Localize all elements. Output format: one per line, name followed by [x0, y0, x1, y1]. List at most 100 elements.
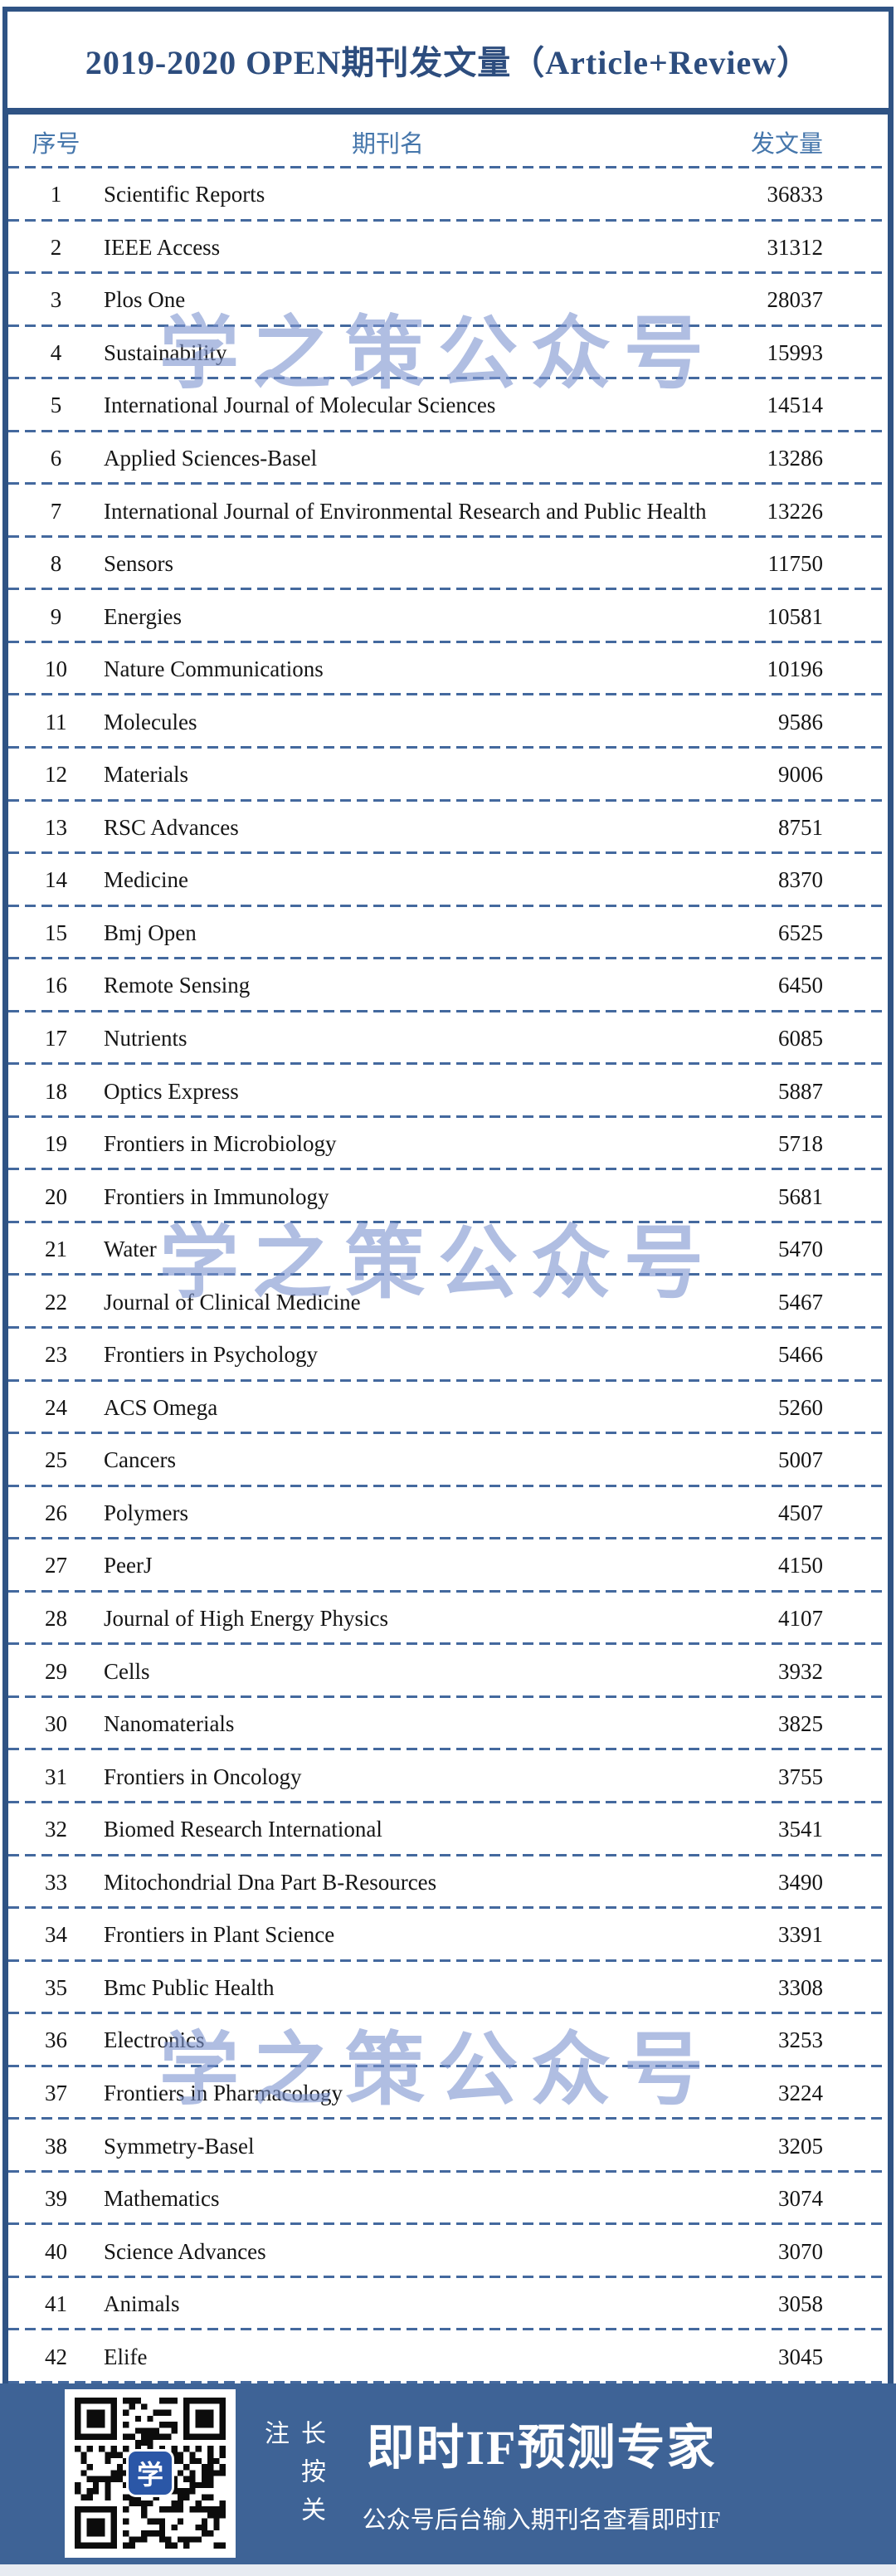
rank-cell: 11 [45, 709, 67, 734]
journal-name-cell: Energies [104, 603, 182, 629]
count-cell: 3308 [778, 1974, 823, 2000]
table-body: 1 Scientific Reports 36833 2 IEEE Access… [8, 168, 888, 2383]
count-cell: 3205 [778, 2133, 823, 2159]
table-header-row: 序号 期刊名 发文量 [8, 115, 888, 168]
rank-cell: 3 [50, 287, 62, 313]
press-to-follow-label: 长按关注 [261, 2419, 324, 2535]
count-cell: 5260 [778, 1394, 823, 1420]
count-cell: 5681 [778, 1183, 823, 1209]
count-cell: 3045 [778, 2344, 823, 2369]
rank-cell: 13 [45, 814, 67, 840]
table-row: 34 Frontiers in Plant Science 3391 [8, 1909, 888, 1962]
journal-name-cell: Elife [104, 2344, 148, 2369]
table-row: 30 Nanomaterials 3825 [8, 1698, 888, 1751]
count-cell: 4507 [778, 1500, 823, 1525]
table-row: 13 RSC Advances 8751 [8, 802, 888, 855]
journal-name-cell: Medicine [104, 867, 188, 893]
journal-name-cell: Journal of High Energy Physics [104, 1606, 388, 1632]
rank-cell: 2 [50, 234, 62, 260]
rank-cell: 40 [45, 2238, 67, 2264]
count-cell: 3253 [778, 2027, 823, 2053]
count-cell: 6450 [778, 973, 823, 998]
count-cell: 5466 [778, 1342, 823, 1368]
bottom-margin-strip [0, 2564, 896, 2576]
table-row: 27 PeerJ 4150 [8, 1539, 888, 1593]
count-cell: 4150 [778, 1553, 823, 1578]
journal-name-cell: Applied Sciences-Basel [104, 446, 318, 471]
count-cell: 3058 [778, 2291, 823, 2317]
journal-name-cell: Mitochondrial Dna Part B-Resources [104, 1869, 437, 1895]
journal-name-cell: Science Advances [104, 2238, 266, 2264]
rank-cell: 25 [45, 1447, 67, 1473]
journal-name-cell: Materials [104, 762, 188, 788]
count-cell: 31312 [767, 234, 824, 260]
table-row: 2 IEEE Access 31312 [8, 222, 888, 275]
rank-cell: 29 [45, 1658, 67, 1684]
rank-cell: 12 [45, 762, 67, 788]
qr-center-logo: 学 [126, 2449, 174, 2498]
rank-cell: 19 [45, 1131, 67, 1157]
count-cell: 9586 [778, 709, 823, 734]
table-row: 15 Bmj Open 6525 [8, 907, 888, 960]
journal-name-cell: Biomed Research International [104, 1817, 382, 1842]
column-header-count: 发文量 [750, 130, 823, 158]
count-cell: 13226 [767, 498, 824, 524]
count-cell: 3825 [778, 1711, 823, 1737]
journal-name-cell: Frontiers in Psychology [104, 1342, 319, 1368]
rank-cell: 10 [45, 656, 67, 682]
count-cell: 5467 [778, 1289, 823, 1315]
rank-cell: 21 [45, 1237, 67, 1262]
count-cell: 8751 [778, 814, 823, 840]
rank-cell: 24 [45, 1394, 67, 1420]
journal-name-cell: Sensors [104, 551, 174, 577]
count-cell: 3074 [778, 2186, 823, 2212]
count-cell: 5887 [778, 1078, 823, 1104]
rank-cell: 9 [50, 603, 62, 629]
rank-cell: 31 [45, 1764, 67, 1789]
table-row: 31 Frontiers in Oncology 3755 [8, 1750, 888, 1803]
page-title: 2019-2020 OPEN期刊发文量（Article+Review） [85, 44, 811, 81]
table-row: 22 Journal of Clinical Medicine 5467 [8, 1276, 888, 1329]
table-row: 42 Elife 3045 [8, 2330, 888, 2383]
column-header-rank: 序号 [32, 130, 80, 158]
count-cell: 10196 [767, 656, 824, 682]
table-row: 25 Cancers 5007 [8, 1434, 888, 1487]
rank-cell: 35 [45, 1974, 67, 2000]
rank-cell: 33 [45, 1869, 67, 1895]
journal-name-cell: Molecules [104, 709, 197, 734]
table-row: 9 Energies 10581 [8, 590, 888, 643]
journal-name-cell: PeerJ [104, 1553, 153, 1578]
table-row: 26 Polymers 4507 [8, 1487, 888, 1540]
rank-cell: 4 [50, 339, 62, 365]
rank-cell: 26 [45, 1500, 67, 1525]
title-box: 2019-2020 OPEN期刊发文量（Article+Review） [2, 7, 894, 115]
rank-cell: 32 [45, 1817, 67, 1842]
table-row: 11 Molecules 9586 [8, 695, 888, 749]
qr-logo-character: 学 [136, 2460, 163, 2491]
table-row: 41 Animals 3058 [8, 2278, 888, 2331]
table-row: 40 Science Advances 3070 [8, 2225, 888, 2278]
count-cell: 15993 [767, 339, 824, 365]
table-row: 39 Mathematics 3074 [8, 2173, 888, 2226]
table-row: 33 Mitochondrial Dna Part B-Resources 34… [8, 1856, 888, 1910]
journal-name-cell: Animals [104, 2291, 180, 2317]
table-row: 21 Water 5470 [8, 1223, 888, 1276]
journal-name-cell: Symmetry-Basel [104, 2133, 255, 2159]
table-row: 37 Frontiers in Pharmacology 3224 [8, 2067, 888, 2120]
qr-code: 学 [65, 2388, 236, 2558]
rank-cell: 17 [45, 1026, 67, 1051]
journal-name-cell: Remote Sensing [104, 973, 251, 998]
table-row: 16 Remote Sensing 6450 [8, 959, 888, 1012]
rank-cell: 42 [45, 2344, 67, 2369]
journal-name-cell: Nutrients [104, 1026, 187, 1051]
count-cell: 6085 [778, 1026, 823, 1051]
journal-name-cell: Optics Express [104, 1078, 239, 1104]
rank-cell: 5 [50, 393, 62, 418]
rank-cell: 34 [45, 1922, 67, 1948]
rank-cell: 20 [45, 1183, 67, 1209]
journal-name-cell: Nature Communications [104, 656, 324, 682]
count-cell: 14514 [767, 393, 824, 418]
journal-name-cell: Cancers [104, 1447, 176, 1473]
rank-cell: 37 [45, 2080, 67, 2105]
